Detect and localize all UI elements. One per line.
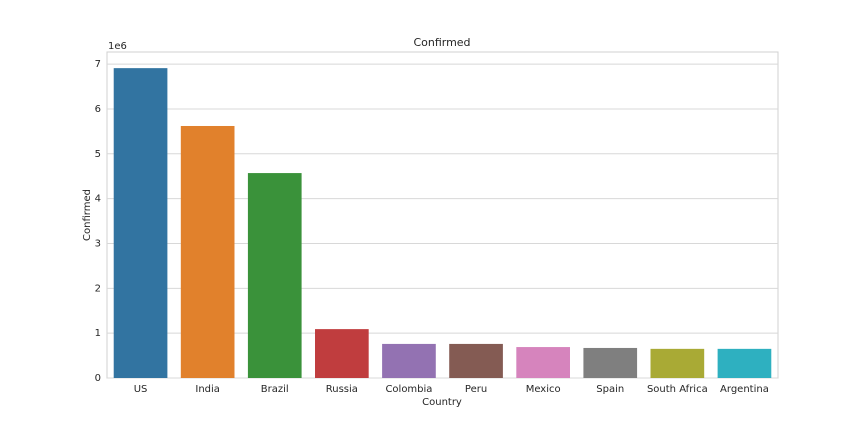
chart-title: Confirmed: [413, 36, 470, 49]
y-tick-label: 7: [95, 59, 101, 70]
bar: [247, 173, 302, 378]
bar: [583, 347, 638, 378]
y-tick-label: 6: [95, 104, 101, 115]
y-tick-label: 2: [95, 283, 101, 294]
x-tick-label: South Africa: [647, 384, 708, 395]
x-tick-label: Mexico: [526, 384, 561, 395]
bar: [382, 343, 436, 378]
bar: [449, 343, 503, 378]
y-offset-label: 1e6: [108, 41, 127, 52]
x-tick-label: Spain: [596, 384, 624, 395]
x-tick-label: Argentina: [720, 384, 769, 395]
x-axis-label: Country: [422, 397, 462, 408]
bar: [650, 348, 705, 378]
x-tick-label: Peru: [465, 384, 487, 395]
y-tick-label: 5: [95, 149, 101, 160]
y-axis-label: Confirmed: [82, 189, 93, 241]
bar: [113, 68, 168, 378]
bar: [516, 347, 570, 378]
y-tick-label: 1: [95, 328, 101, 339]
bar: [180, 125, 235, 378]
bar: [315, 329, 369, 378]
x-tick-label: Russia: [326, 384, 358, 395]
x-tick-label: India: [195, 384, 220, 395]
bar: [717, 348, 772, 378]
y-tick-label: 3: [95, 238, 101, 249]
x-tick-label: Brazil: [261, 384, 289, 395]
y-tick-label: 4: [95, 194, 101, 205]
y-tick-label: 0: [95, 373, 101, 384]
x-tick-label: US: [134, 384, 148, 395]
x-tick-label: Colombia: [385, 384, 432, 395]
